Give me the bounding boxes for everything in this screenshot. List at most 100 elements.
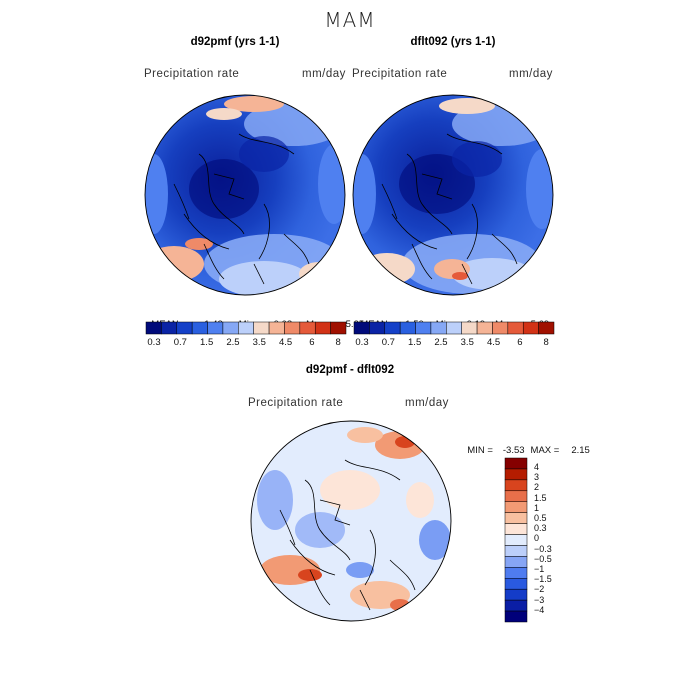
panel-1-anomaly-dark-core — [189, 159, 259, 219]
difference-colorbar-swatch — [504, 610, 528, 623]
panel-1-anomaly-warm-sw — [145, 246, 204, 282]
panel-2-anomaly-warm-sw — [359, 253, 415, 285]
difference-anomaly-red-s — [390, 599, 410, 611]
difference-anomaly-warm-n — [347, 427, 383, 443]
difference-colorbar-tick: −1 — [534, 564, 545, 574]
panel-1-colorbar-tick: 3.5 — [252, 337, 266, 348]
panel-2-colorbar-swatch — [507, 321, 524, 335]
panel-1-anomaly-red-sw — [185, 238, 213, 250]
panel-2-anomaly-dark-n — [452, 141, 502, 177]
panel-1-colorbar-tick: 0.7 — [173, 337, 187, 348]
panel-1-anomaly-warm-se — [299, 262, 339, 286]
panel-2-colorbar-swatch — [369, 321, 386, 335]
difference-max-value: 2.15 — [571, 445, 590, 456]
panel-2-anomaly-warm-n — [439, 98, 495, 114]
panel-2-colorbar-swatch — [522, 321, 539, 335]
difference-colorbar-swatch — [504, 534, 528, 546]
panel-2-colorbar-swatch — [384, 321, 401, 335]
difference-stats: MIN = -3.53 MAX = 2.15 — [462, 434, 590, 456]
panel-1-colorbar-tick: 4.5 — [278, 337, 293, 348]
difference-anomaly-red-sw — [298, 569, 322, 581]
difference-colorbar-tick: 0 — [534, 533, 540, 544]
panel-2-anomaly-light-w — [353, 154, 376, 234]
panel-1-colorbar-swatch — [145, 321, 162, 335]
difference-colorbar-swatch — [504, 523, 528, 535]
panel-2-colorbar-tick: 2.5 — [434, 337, 448, 348]
panel-2-colorbar-swatch — [461, 321, 478, 335]
panel-2-colorbar-swatch — [415, 321, 432, 335]
panel-1-colorbar-swatch — [176, 321, 193, 335]
difference-variable-label: Precipitation rate — [248, 397, 344, 409]
panel-2-anomaly-red-s — [452, 272, 468, 280]
panel-1-colorbar-swatch — [268, 321, 285, 335]
difference-colorbar-swatch — [504, 599, 528, 612]
panel-1-colorbar-tick: 1.5 — [200, 337, 214, 348]
difference-anomaly-blue-e — [419, 520, 451, 560]
panel-1-colorbar-tick: 2.5 — [226, 337, 240, 348]
panel-1-colorbar-swatch — [330, 321, 347, 335]
difference-colorbar-swatch — [504, 479, 528, 492]
panel-1-title: d92pmf (yrs 1-1) — [190, 36, 280, 48]
panel-1-colorbar-swatch — [191, 321, 208, 335]
difference-colorbar-swatch — [504, 545, 528, 557]
panel-1-colorbar-swatch — [284, 321, 301, 335]
panel-1-colorbar-swatch — [161, 321, 178, 335]
panel-1-colorbar-swatch — [253, 321, 270, 335]
difference-colorbar-swatch — [504, 578, 528, 590]
difference-colorbar-tick: 2 — [534, 482, 540, 493]
difference-colorbar-tick: 0.5 — [534, 513, 547, 523]
difference-map — [250, 420, 452, 622]
difference-min-value: -3.53 — [502, 445, 525, 456]
panel-2-colorbar-tick: 6 — [517, 337, 523, 348]
difference-colorbar-swatch — [504, 501, 528, 513]
difference-colorbar-tick: 4 — [534, 462, 540, 472]
difference-anomaly-pale-warm-center — [320, 470, 380, 510]
panel-2-colorbar-swatch — [476, 321, 493, 335]
panel-2-colorbar-tick: 3.5 — [460, 337, 474, 348]
difference-colorbar-tick: −2 — [534, 584, 545, 595]
difference-min-label: MIN = — [467, 445, 493, 456]
panel-1-coastlines — [173, 133, 310, 285]
panel-1-colorbar-tick: 8 — [335, 337, 341, 348]
panel-2-colorbar-swatch — [399, 321, 416, 335]
difference-map-border — [250, 420, 452, 622]
difference-colorbar-tick: −4 — [534, 604, 545, 615]
difference-colorbar — [504, 457, 528, 623]
panel-1-colorbar-swatch — [207, 321, 224, 335]
panel-1-anomaly-dark-n — [239, 136, 289, 172]
difference-colorbar-tick: −0.3 — [534, 543, 552, 554]
panel-2-colorbar-tick: 4.5 — [486, 337, 501, 348]
panel-2-map — [352, 94, 554, 296]
panel-1-anomaly-light-e — [318, 144, 345, 224]
difference-coastlines — [279, 459, 416, 611]
panel-2-variable-label: Precipitation rate — [352, 68, 448, 80]
difference-colorbar-tick: −0.5 — [534, 553, 552, 564]
panel-1-variable-label: Precipitation rate — [144, 68, 240, 80]
difference-colorbar-swatch — [504, 457, 528, 470]
difference-anomaly-warm-e — [406, 482, 434, 518]
panel-1-colorbar-swatch — [222, 321, 239, 335]
difference-colorbar-tick: 0.3 — [534, 523, 547, 534]
panel-1-anomaly-light-w — [145, 154, 168, 234]
difference-colorbar-swatch — [504, 588, 528, 601]
panel-2-colorbar-tick: 1.5 — [408, 337, 422, 348]
difference-title: d92pmf - dflt092 — [305, 364, 395, 376]
figure-title: MAM — [324, 8, 376, 32]
panel-2-colorbar-swatch — [430, 321, 447, 335]
panel-2-colorbar-tick: 0.7 — [381, 337, 395, 348]
difference-colorbar-tick: 1 — [534, 502, 540, 513]
panel-2-map-border — [352, 94, 554, 296]
panel-2-colorbar-swatch — [538, 321, 555, 335]
panel-1-anomaly-warm-n — [224, 96, 284, 112]
difference-colorbar-swatch — [504, 468, 528, 481]
panel-2-colorbar-tick: 0.3 — [355, 337, 369, 348]
difference-anomaly-blue-se — [346, 562, 374, 578]
panel-1-colorbar-swatch — [314, 321, 331, 335]
difference-max-label: MAX = — [530, 445, 560, 456]
panel-1-map-border — [144, 94, 346, 296]
panel-2-anomaly-dark-core — [399, 154, 475, 214]
panel-2-colorbar-swatch — [446, 321, 462, 335]
difference-colorbar-tick: 3 — [534, 472, 540, 483]
difference-colorbar-swatch — [504, 490, 528, 502]
difference-colorbar-swatch — [504, 556, 528, 568]
